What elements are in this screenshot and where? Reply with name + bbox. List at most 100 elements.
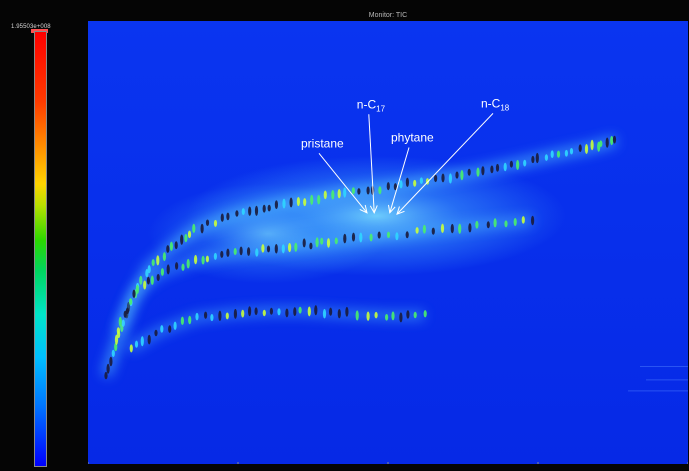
band-2 [114,215,535,335]
peak-spot [385,313,389,321]
peak-spot [160,325,164,333]
peak-spot [307,306,311,317]
peak-spot [194,254,198,265]
peak-spot [233,247,237,256]
peak-spot [282,198,286,209]
peak-spot [351,187,355,195]
peak-spot [366,311,370,321]
peak-spot [310,194,314,205]
peak-spot [175,262,179,270]
peak-spot [241,309,245,318]
peak-spot [140,336,144,347]
peak-spot [329,307,333,316]
annotation-arrow-3 [389,147,410,213]
peak-spot [180,234,184,245]
peak-spot [413,311,417,319]
peak-spot [220,213,224,222]
peak-spot [314,305,318,316]
peak-spot [493,218,497,228]
peak-spot [345,306,349,317]
annotation-arrowhead-3 [387,204,396,214]
peak-spot [145,269,149,278]
peak-spot [154,329,158,337]
peak-spot [134,340,139,348]
peak-spot [269,307,273,315]
peak-spot [343,187,347,198]
peak-spot [377,231,381,239]
peak-spot [460,169,464,181]
peak-spot [331,190,335,200]
peak-spot [359,232,363,243]
peak-spot [186,258,190,269]
peak-spot [320,237,324,245]
peak-spot [289,197,293,208]
heatmap-plot-area[interactable]: pristane n-C17 phytane n-C18 [88,21,688,464]
peak-spot [434,174,438,183]
peak-spot [550,150,554,159]
peak-spot [262,204,266,213]
peak-spot [309,242,313,250]
peak-spot [475,220,479,229]
annotation-arrowhead-1 [359,204,368,214]
band-3 [128,305,427,353]
peak-spot [274,244,278,254]
peak-spot [378,186,382,195]
annotation-arrow-4 [396,113,494,215]
peak-spot [599,140,603,148]
annotation-label-3: phytane [391,130,434,144]
peak-spot [386,231,391,239]
peak-spot [218,310,222,321]
peak-spot [200,223,204,234]
peak-spot [143,280,147,290]
peak-spot [180,316,184,325]
peak-spot [226,248,230,257]
peak-spot [458,223,462,234]
peak-spot [366,186,370,195]
peak-spot [610,135,614,146]
peak-spot [413,179,417,187]
peak-spot [235,210,239,217]
peak-spot [213,252,217,260]
peak-spot [343,233,347,244]
peak-spot [173,321,177,330]
peak-spot [415,227,419,234]
peak-spot [210,314,214,322]
peak-spot [160,268,164,276]
peak-spot [116,327,120,335]
peak-spot [195,312,199,321]
peak-spot [481,166,485,176]
peak-spot [132,289,136,298]
peak-spot [468,223,472,233]
chart-title: Monitor: TIC [368,12,408,19]
peak-spot [395,232,399,241]
peak-spot [374,311,378,319]
bands-layer [101,104,618,380]
peak-spot [513,217,517,227]
peak-spot [129,298,133,306]
peak-spot [266,245,271,253]
peak-spot [129,344,133,353]
peak-spot [419,177,423,184]
peak-spot [293,307,297,317]
peak-spot [516,159,520,170]
peak-spot [590,139,594,151]
peak-spot [431,227,435,235]
peak-spot [123,310,127,318]
peak-spot [220,250,224,258]
peak-spot [450,223,454,234]
peak-spot [147,334,151,345]
peak-spot [288,242,292,253]
peak-spot [405,177,409,187]
peak-spot [337,189,341,199]
peak-spot [495,163,500,172]
peak-spot [302,238,306,248]
band-1 [101,104,618,380]
peak-spot [399,180,403,189]
peak-spot [267,204,271,212]
peak-spot [422,224,426,234]
axis-layer [88,462,688,464]
peak-spot [569,147,574,155]
peak-spot [315,237,319,248]
peak-spot [523,159,527,167]
annotation-arrow-1 [318,152,368,214]
